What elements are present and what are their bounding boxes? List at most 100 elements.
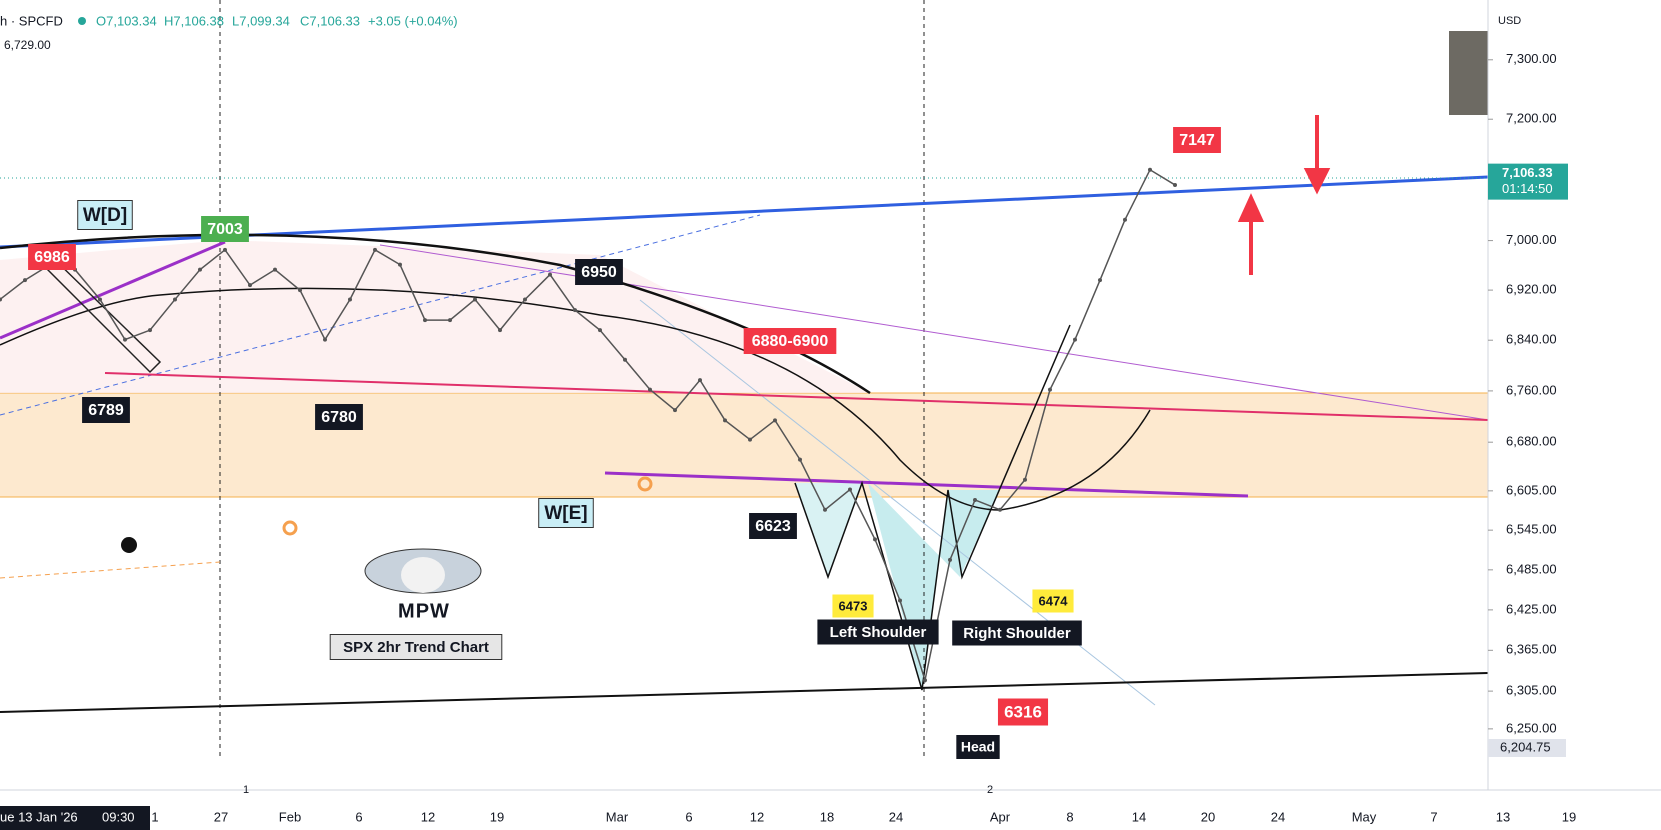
annotation-box [956, 735, 1000, 759]
x-tick-label: 6 [355, 809, 362, 824]
dashed-trend [0, 561, 221, 579]
price-point [1073, 337, 1077, 342]
trend-line [104, 372, 1489, 421]
y-tick-label: 6,680.00 [1506, 434, 1557, 449]
price-point [123, 337, 127, 342]
price-point [598, 328, 602, 333]
price-point [823, 507, 827, 512]
x-tick-label: 24 [889, 809, 903, 824]
price-point [323, 337, 327, 342]
y-tick-label: 6,920.00 [1506, 282, 1557, 297]
annotation-box [817, 619, 939, 645]
y-tick-label: 6,485.00 [1506, 561, 1557, 576]
header-open: O7,103.34 [96, 13, 157, 28]
y-tick-label: 6,305.00 [1506, 683, 1557, 698]
annotation-box [832, 594, 874, 618]
header-change: +3.05 (+0.04%) [368, 13, 458, 28]
price-point [898, 598, 902, 603]
y-tick-label: 6,545.00 [1506, 522, 1557, 537]
price-point [1098, 278, 1102, 283]
annotation: Head [961, 739, 995, 755]
annotation: 7147 [1179, 132, 1215, 149]
price-point [173, 297, 177, 302]
neckline [604, 471, 1249, 498]
price-point [448, 318, 452, 323]
x-tick-label: 12 [421, 809, 435, 824]
cursor-time: 09:30 [102, 809, 135, 824]
x-tick-label: Feb [279, 809, 301, 824]
x-tick-label: 20 [1201, 809, 1215, 824]
header-high: H7,106.38 [164, 13, 224, 28]
price-point [423, 318, 427, 323]
arrow-up [1237, 193, 1265, 275]
price-point [348, 297, 352, 302]
price-point [748, 437, 752, 442]
x-tick-label: 8 [1066, 809, 1073, 824]
annotation-box [201, 216, 249, 242]
price-point [248, 283, 252, 288]
price-point [573, 308, 577, 313]
price-point [273, 267, 277, 272]
header-symbol: h · SPCFD [0, 13, 63, 28]
price-point [648, 387, 652, 392]
range-shade [0, 240, 870, 393]
x-tick-label: 12 [750, 809, 764, 824]
x-tick-label: 13 [1496, 809, 1510, 824]
annotation: 6473 [839, 598, 868, 613]
countdown: 01:14:50 [1502, 181, 1553, 196]
dot-marker [637, 476, 653, 492]
annotation: MPW [398, 600, 450, 622]
price-point [873, 537, 877, 542]
currency: USD [1498, 15, 1521, 27]
x-tick-label: 1 [151, 809, 158, 824]
y-tick-label: 7,200.00 [1506, 111, 1557, 126]
y-tick-label: 6,840.00 [1506, 332, 1557, 347]
price-point [1023, 477, 1027, 482]
x-tick-label: 19 [1562, 809, 1576, 824]
annotation-box [575, 259, 623, 285]
x-tick-label: May [1352, 809, 1377, 824]
last-price: 7,106.33 [1502, 165, 1553, 180]
price-point [498, 328, 502, 333]
annotation: 6986 [34, 249, 70, 266]
y-tick-label: 6,250.00 [1506, 720, 1557, 735]
annotation: 6623 [755, 518, 791, 535]
logo [401, 557, 445, 593]
x-tick-label: Mar [606, 809, 629, 824]
annotation-box [997, 698, 1049, 726]
y-tick-label: 6,425.00 [1506, 601, 1557, 616]
y-tick-label: 6,605.00 [1506, 482, 1557, 497]
annotation-box [538, 498, 594, 528]
price-point [1173, 182, 1177, 187]
annotation: 6789 [88, 402, 124, 419]
price-point [848, 487, 852, 492]
price-point [548, 272, 552, 277]
annotation-box [315, 404, 363, 430]
x-tick-label: Apr [990, 809, 1011, 824]
annotation-box [743, 328, 837, 354]
price-point [473, 297, 477, 302]
annotation: SPX 2hr Trend Chart [343, 639, 489, 656]
last-price-box [1488, 163, 1568, 200]
annotation: 7003 [207, 221, 243, 238]
cursor-date: ue 13 Jan '26 [0, 809, 78, 824]
x-tick-label: 14 [1132, 809, 1146, 824]
spacer [1582, 806, 1583, 807]
x-tick-label: 19 [490, 809, 504, 824]
annotation-box [1173, 127, 1221, 153]
price-point [23, 278, 27, 283]
price-point [698, 378, 702, 383]
cursor-box [0, 806, 150, 830]
annotation-box [77, 200, 133, 230]
annotation: 6474 [1039, 593, 1069, 608]
price-point [148, 328, 152, 333]
y-tick-label: 6,760.00 [1506, 382, 1557, 397]
bottom-price-box [1488, 739, 1566, 757]
trend-line [379, 244, 1489, 421]
trend-line [0, 240, 226, 340]
price-point [948, 557, 952, 562]
support-zone [0, 393, 1488, 497]
price-point [973, 497, 977, 502]
bottom-price: 6,204.75 [1500, 739, 1551, 754]
